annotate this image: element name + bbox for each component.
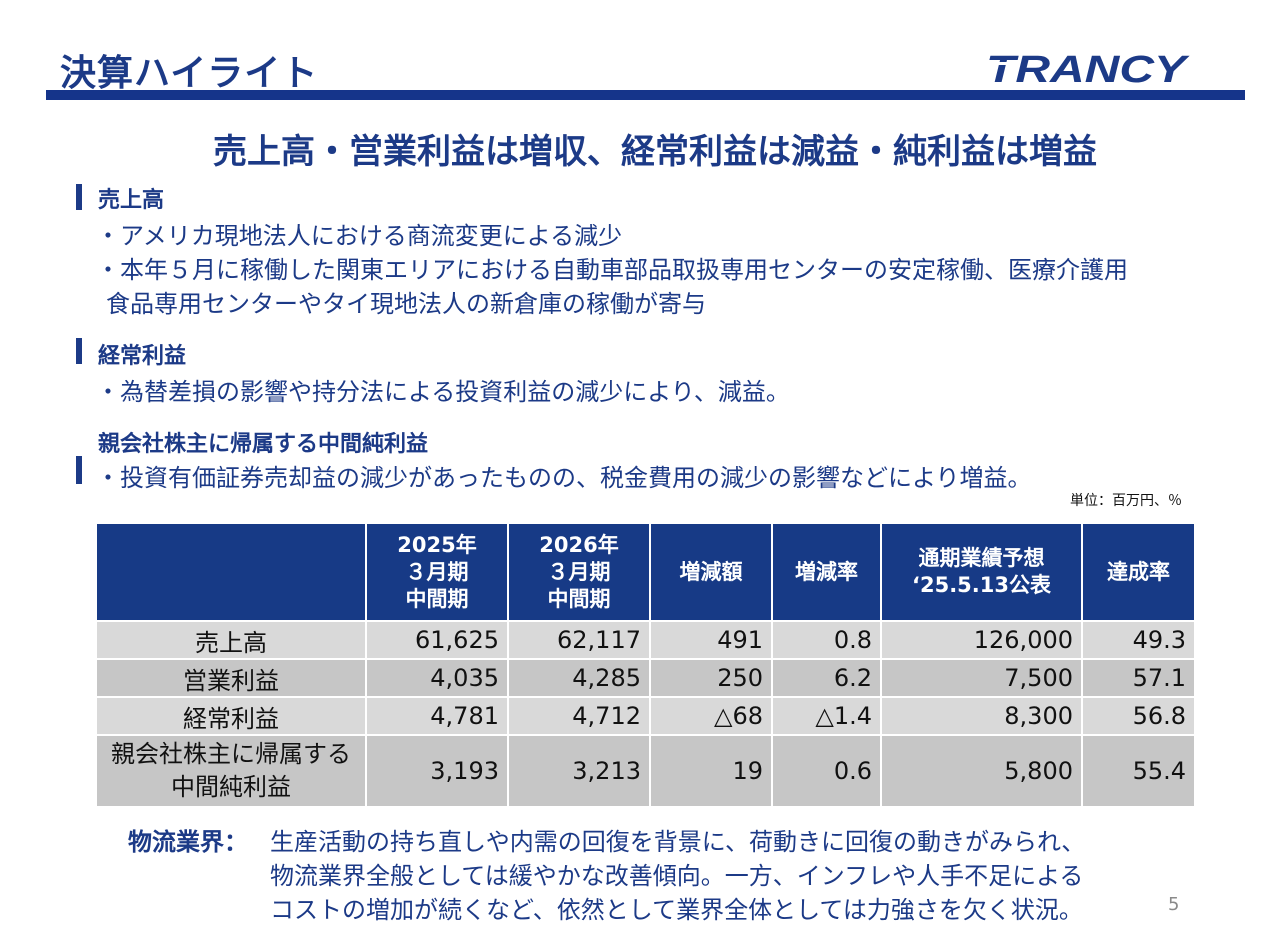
table-cell: 0.6 bbox=[771, 734, 882, 808]
table-cell: 4,035 bbox=[365, 658, 509, 698]
section-marker bbox=[76, 338, 82, 364]
company-logo: TRANCY bbox=[982, 49, 1191, 88]
column-header: 通期業績予想 ‘25.5.13公表 bbox=[880, 522, 1083, 622]
industry-text: 生産活動の持ち直しや内需の回復を背景に、荷動きに回復の動きがみられ、 bbox=[270, 828, 1086, 856]
svg-text:TRANCY: TRANCY bbox=[986, 49, 1191, 88]
row-label: 経常利益 bbox=[95, 696, 367, 736]
headline: 売上高・営業利益は増収、経常利益は減益・純利益は増益 bbox=[213, 132, 1097, 172]
bullet-text: ・投資有価証券売却益の減少があったものの、税金費用の減少の影響などにより増益。 bbox=[96, 464, 1032, 492]
table-cell: 7,500 bbox=[880, 658, 1083, 698]
row-label: 売上高 bbox=[95, 620, 367, 660]
industry-label: 物流業界： bbox=[128, 828, 248, 856]
column-header: 増減額 bbox=[649, 522, 773, 622]
section-marker bbox=[76, 456, 82, 484]
column-header: 2026年 ３月期 中間期 bbox=[507, 522, 651, 622]
page-title: 決算ハイライト bbox=[60, 53, 319, 94]
table-cell: 19 bbox=[649, 734, 773, 808]
row-label: 営業利益 bbox=[95, 658, 367, 698]
section-heading-net-income: 親会社株主に帰属する中間純利益 bbox=[98, 432, 429, 457]
table-cell: 491 bbox=[649, 620, 773, 660]
bullet-text: ・為替差損の影響や持分法による投資利益の減少により、減益。 bbox=[96, 378, 790, 406]
bullet-text: ・アメリカ現地法人における商流変更による減少 bbox=[96, 222, 623, 250]
table-cell: 4,285 bbox=[507, 658, 651, 698]
industry-text: 物流業界全般としては緩やかな改善傾向。一方、インフレや人手不足による bbox=[270, 862, 1084, 890]
table-cell: 0.8 bbox=[771, 620, 882, 660]
page-number: 5 bbox=[1168, 894, 1180, 915]
section-heading-ordinary-income: 経常利益 bbox=[98, 344, 187, 369]
column-header: 2025年 ３月期 中間期 bbox=[365, 522, 509, 622]
section-marker bbox=[76, 184, 82, 210]
results-table: 2025年 ３月期 中間期 2026年 ３月期 中間期 増減額 増減率 通期業績… bbox=[95, 522, 1196, 808]
table-cell: 62,117 bbox=[507, 620, 651, 660]
table-row: 売上高 61,625 62,117 491 0.8 126,000 49.3 bbox=[95, 620, 1196, 660]
section-heading-sales: 売上高 bbox=[98, 188, 165, 213]
bullet-text: 食品専用センターやタイ現地法人の新倉庫の稼働が寄与 bbox=[106, 290, 706, 318]
title-rule bbox=[46, 90, 1245, 100]
table-cell: △68 bbox=[649, 696, 773, 736]
unit-note: 単位：百万円、％ bbox=[1070, 493, 1182, 509]
table-cell: 8,300 bbox=[880, 696, 1083, 736]
table-cell: 3,213 bbox=[507, 734, 651, 808]
table-row: 営業利益 4,035 4,285 250 6.2 7,500 57.1 bbox=[95, 658, 1196, 698]
row-label: 親会社株主に帰属する 中間純利益 bbox=[95, 734, 367, 808]
table-cell: 5,800 bbox=[880, 734, 1083, 808]
column-header: 増減率 bbox=[771, 522, 882, 622]
table-row: 経常利益 4,781 4,712 △68 △1.4 8,300 56.8 bbox=[95, 696, 1196, 736]
column-header: 達成率 bbox=[1081, 522, 1196, 622]
table-cell: 61,625 bbox=[365, 620, 509, 660]
table-cell: 49.3 bbox=[1081, 620, 1196, 660]
table-cell: 126,000 bbox=[880, 620, 1083, 660]
table-cell: 4,781 bbox=[365, 696, 509, 736]
bullet-text: ・本年５月に稼働した関東エリアにおける自動車部品取扱専用センターの安定稼働、医療… bbox=[96, 256, 1128, 284]
industry-text: コストの増加が続くなど、依然として業界全体としては力強さを欠く状況。 bbox=[270, 896, 1083, 924]
table-cell: 3,193 bbox=[365, 734, 509, 808]
table-cell: △1.4 bbox=[771, 696, 882, 736]
table-cell: 56.8 bbox=[1081, 696, 1196, 736]
column-header bbox=[95, 522, 367, 622]
table-header-row: 2025年 ３月期 中間期 2026年 ３月期 中間期 増減額 増減率 通期業績… bbox=[95, 522, 1196, 622]
table-cell: 55.4 bbox=[1081, 734, 1196, 808]
table-cell: 57.1 bbox=[1081, 658, 1196, 698]
table-row: 親会社株主に帰属する 中間純利益 3,193 3,213 19 0.6 5,80… bbox=[95, 734, 1196, 808]
table-cell: 4,712 bbox=[507, 696, 651, 736]
table-cell: 250 bbox=[649, 658, 773, 698]
table-cell: 6.2 bbox=[771, 658, 882, 698]
